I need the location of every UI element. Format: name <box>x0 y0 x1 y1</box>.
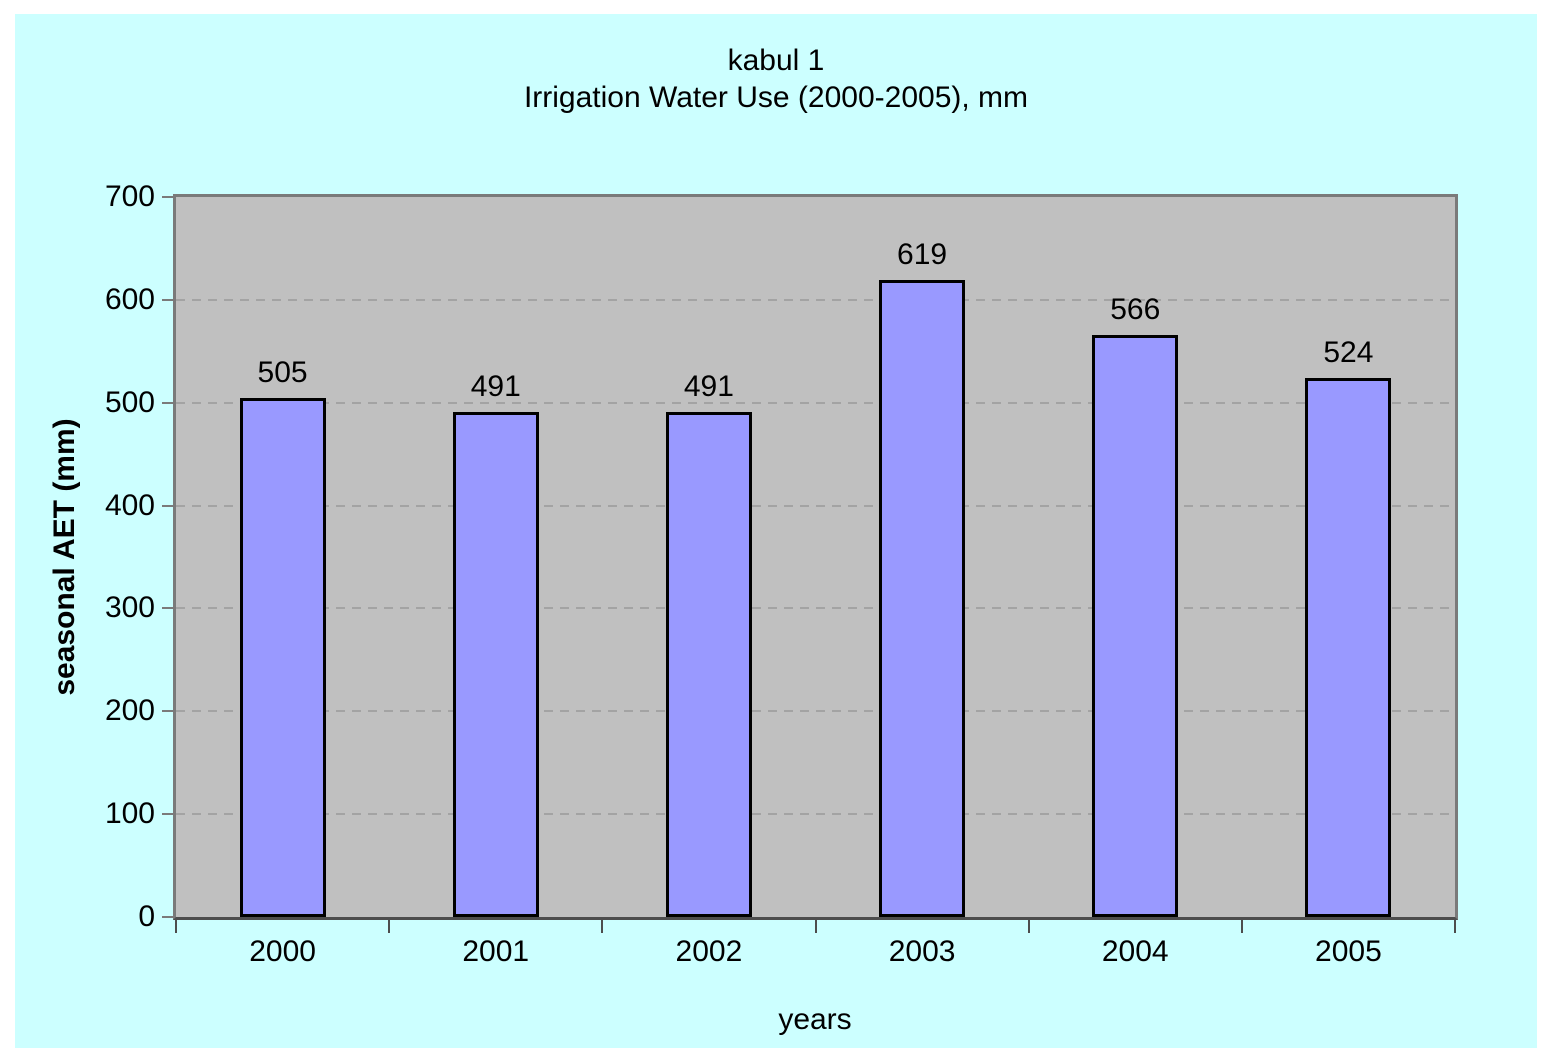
x-tick-label-2004: 2004 <box>1101 935 1169 968</box>
gridline-400 <box>176 504 1455 507</box>
chart-area: kabul 1 Irrigation Water Use (2000-2005)… <box>15 14 1537 1048</box>
x-tick-label-2002: 2002 <box>675 935 743 968</box>
y-tick-label-700: 700 <box>104 180 155 213</box>
x-axis-title: years <box>778 1003 852 1036</box>
bar-value-label-2004: 566 <box>1110 292 1161 326</box>
chart-title: kabul 1 Irrigation Water Use (2000-2005)… <box>15 42 1537 116</box>
x-axis-tick-3 <box>814 920 817 933</box>
bar-value-label-2001: 491 <box>470 369 521 403</box>
x-axis-tick-0 <box>175 920 177 933</box>
bar-value-label-2003: 619 <box>897 238 948 272</box>
gridline-600 <box>176 298 1455 301</box>
y-axis-tick-100 <box>162 813 173 816</box>
bar-value-label-2002: 491 <box>683 369 734 403</box>
y-tick-label-400: 400 <box>104 488 155 522</box>
y-axis-tick-400 <box>162 504 173 507</box>
chart-title-line2: Irrigation Water Use (2000-2005), mm <box>523 81 1029 114</box>
bar-2002 <box>665 411 752 917</box>
y-tick-label-300: 300 <box>104 591 155 625</box>
y-tick-label-100: 100 <box>104 797 155 831</box>
gridline-200 <box>176 710 1455 713</box>
x-axis-tick-6 <box>1454 920 1456 933</box>
y-axis-tick-300 <box>162 607 173 610</box>
y-tick-label-0: 0 <box>138 900 155 933</box>
chart-title-line1: kabul 1 <box>727 44 825 77</box>
x-tick-label-2000: 2000 <box>249 935 316 968</box>
x-tick-label-2005: 2005 <box>1315 935 1382 968</box>
bar-value-label-2005: 524 <box>1323 336 1374 370</box>
gridline-100 <box>176 813 1455 816</box>
y-axis-tick-0 <box>162 916 173 918</box>
y-axis-tick-200 <box>162 710 173 713</box>
bar-2001 <box>452 411 539 917</box>
bar-2004 <box>1092 334 1179 917</box>
x-axis-tick-2 <box>601 920 604 933</box>
x-tick-label-2001: 2001 <box>462 935 530 968</box>
plot-area: 505 491 491 619 566 524 <box>173 194 1458 920</box>
bar-2003 <box>879 280 966 917</box>
gridline-500 <box>176 401 1455 404</box>
x-axis-tick-1 <box>388 920 391 933</box>
y-axis-tick-500 <box>162 401 173 404</box>
y-axis-tick-700 <box>162 196 173 198</box>
x-tick-label-2003: 2003 <box>888 935 956 968</box>
gridline-300 <box>176 607 1455 610</box>
bar-2000 <box>239 397 326 917</box>
x-axis-tick-5 <box>1240 920 1243 933</box>
x-axis-tick-4 <box>1027 920 1030 933</box>
y-tick-label-600: 600 <box>104 282 155 316</box>
y-axis-tick-600 <box>162 298 173 301</box>
y-tick-label-200: 200 <box>104 694 155 728</box>
bar-value-label-2000: 505 <box>257 355 308 389</box>
bar-2005 <box>1305 378 1392 917</box>
y-axis-title: seasonal AET (mm) <box>48 418 81 696</box>
y-tick-label-500: 500 <box>104 385 155 419</box>
